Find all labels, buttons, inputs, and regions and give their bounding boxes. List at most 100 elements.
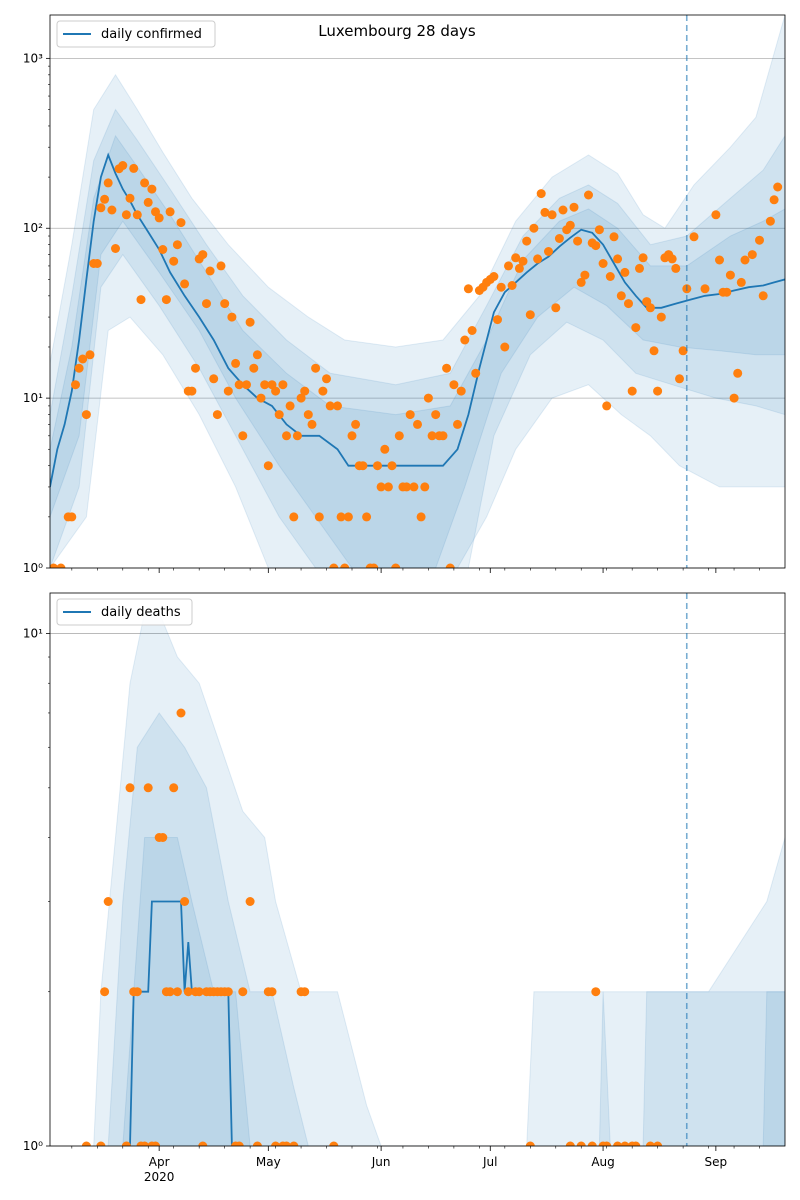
confirmed-point — [296, 393, 306, 403]
confirmed-point — [231, 358, 241, 368]
confirmed-point — [311, 363, 321, 373]
confirmed-point — [747, 250, 757, 260]
confirmed-point — [336, 512, 346, 522]
confirmed-point — [333, 401, 342, 411]
confirmed-point — [645, 303, 655, 313]
confirmed-point — [405, 410, 415, 420]
confirmed-point — [700, 284, 710, 294]
confirmed-point — [369, 563, 379, 568]
confirmed-point — [347, 431, 357, 441]
confirmed-point — [140, 178, 150, 188]
confirmed-point — [500, 342, 510, 352]
confirmed-point — [504, 261, 513, 271]
confirmed-point — [172, 240, 182, 250]
confirmed-point — [638, 253, 648, 263]
deaths-point — [234, 1141, 244, 1146]
confirmed-point — [205, 266, 215, 276]
confirmed-y-tick-label: 10² — [23, 221, 43, 235]
deaths-point — [653, 1141, 663, 1146]
confirmed-point — [594, 225, 604, 235]
confirmed-point — [158, 245, 168, 254]
confirmed-point — [318, 386, 328, 396]
deaths-point — [289, 1141, 299, 1146]
confirmed-point — [202, 299, 211, 309]
confirmed-point — [111, 244, 120, 253]
confirmed-point — [121, 210, 131, 220]
deaths-line — [129, 900, 233, 1146]
confirmed-point — [598, 259, 608, 268]
confirmed-point — [92, 259, 102, 268]
confirmed-point — [558, 205, 568, 215]
confirmed-point — [100, 194, 110, 204]
confirmed-point — [449, 380, 459, 390]
confirmed-point — [256, 393, 266, 403]
confirmed-point — [234, 380, 244, 390]
deaths-point — [223, 987, 233, 997]
confirmed-point — [616, 291, 626, 301]
confirmed-point — [282, 431, 291, 441]
confirmed-point — [456, 386, 466, 396]
confirmed-point — [736, 277, 746, 287]
confirmed-point — [584, 190, 593, 200]
confirmed-point — [529, 223, 539, 233]
confirmed-point — [554, 234, 564, 243]
confirmed-y-ticks: 10⁰ 10¹ 10² 10³ — [23, 51, 50, 575]
confirmed-point — [409, 482, 419, 492]
confirmed-point — [518, 256, 528, 266]
confirmed-point — [136, 295, 146, 305]
confirmed-point — [56, 563, 66, 568]
confirmed-point — [383, 482, 393, 492]
confirmed-point — [107, 205, 117, 215]
confirmed-point — [147, 184, 157, 194]
confirmed-point — [511, 253, 521, 263]
confirmed-point — [525, 310, 535, 320]
confirmed-point — [260, 380, 270, 390]
deaths-x-tick-label: Apr — [149, 1155, 170, 1169]
confirmed-point — [496, 282, 506, 292]
confirmed-point — [765, 216, 775, 226]
confirmed-point — [653, 386, 663, 396]
confirmed-point — [300, 386, 310, 396]
confirmed-point — [427, 431, 437, 441]
confirmed-point — [394, 431, 404, 441]
confirmed-point — [314, 512, 324, 522]
deaths-y-tick-label: 10¹ — [23, 627, 43, 641]
deaths-band — [107, 712, 785, 1146]
confirmed-point — [416, 512, 426, 522]
confirmed-point — [278, 380, 288, 390]
confirmed-point — [602, 401, 612, 411]
deaths-y-ticks: 10⁰ 10¹ — [23, 627, 50, 1153]
confirmed-point — [536, 189, 546, 199]
confirmed-point — [143, 197, 153, 207]
deaths-point — [591, 987, 601, 997]
confirmed-point — [420, 482, 430, 492]
confirmed-point — [129, 163, 139, 173]
confirmed-point — [362, 512, 372, 522]
deaths-point — [525, 1141, 535, 1146]
confirmed-point — [493, 315, 502, 325]
confirmed-point — [551, 303, 561, 313]
confirmed-point — [620, 267, 630, 277]
confirmed-x-ticks — [71, 568, 760, 573]
confirmed-point — [245, 317, 255, 327]
confirmed-point — [74, 363, 84, 373]
confirmed-point — [725, 270, 735, 280]
deaths-point — [96, 1141, 106, 1146]
confirmed-point — [285, 401, 295, 411]
confirmed-point — [445, 563, 455, 568]
confirmed-point — [85, 350, 95, 360]
confirmed-point — [191, 363, 200, 373]
confirmed-point — [740, 255, 750, 265]
confirmed-point — [627, 386, 637, 396]
confirmed-point — [733, 368, 743, 378]
confirmed-point — [431, 410, 441, 420]
confirmed-point — [580, 270, 590, 280]
confirmed-point — [442, 363, 452, 373]
chart-title: Luxembourg 28 days — [318, 22, 476, 40]
confirmed-point — [161, 295, 171, 305]
confirmed-point — [631, 323, 641, 333]
confirmed-point — [212, 410, 222, 420]
deaths-point — [158, 833, 168, 842]
confirmed-point — [729, 393, 739, 403]
